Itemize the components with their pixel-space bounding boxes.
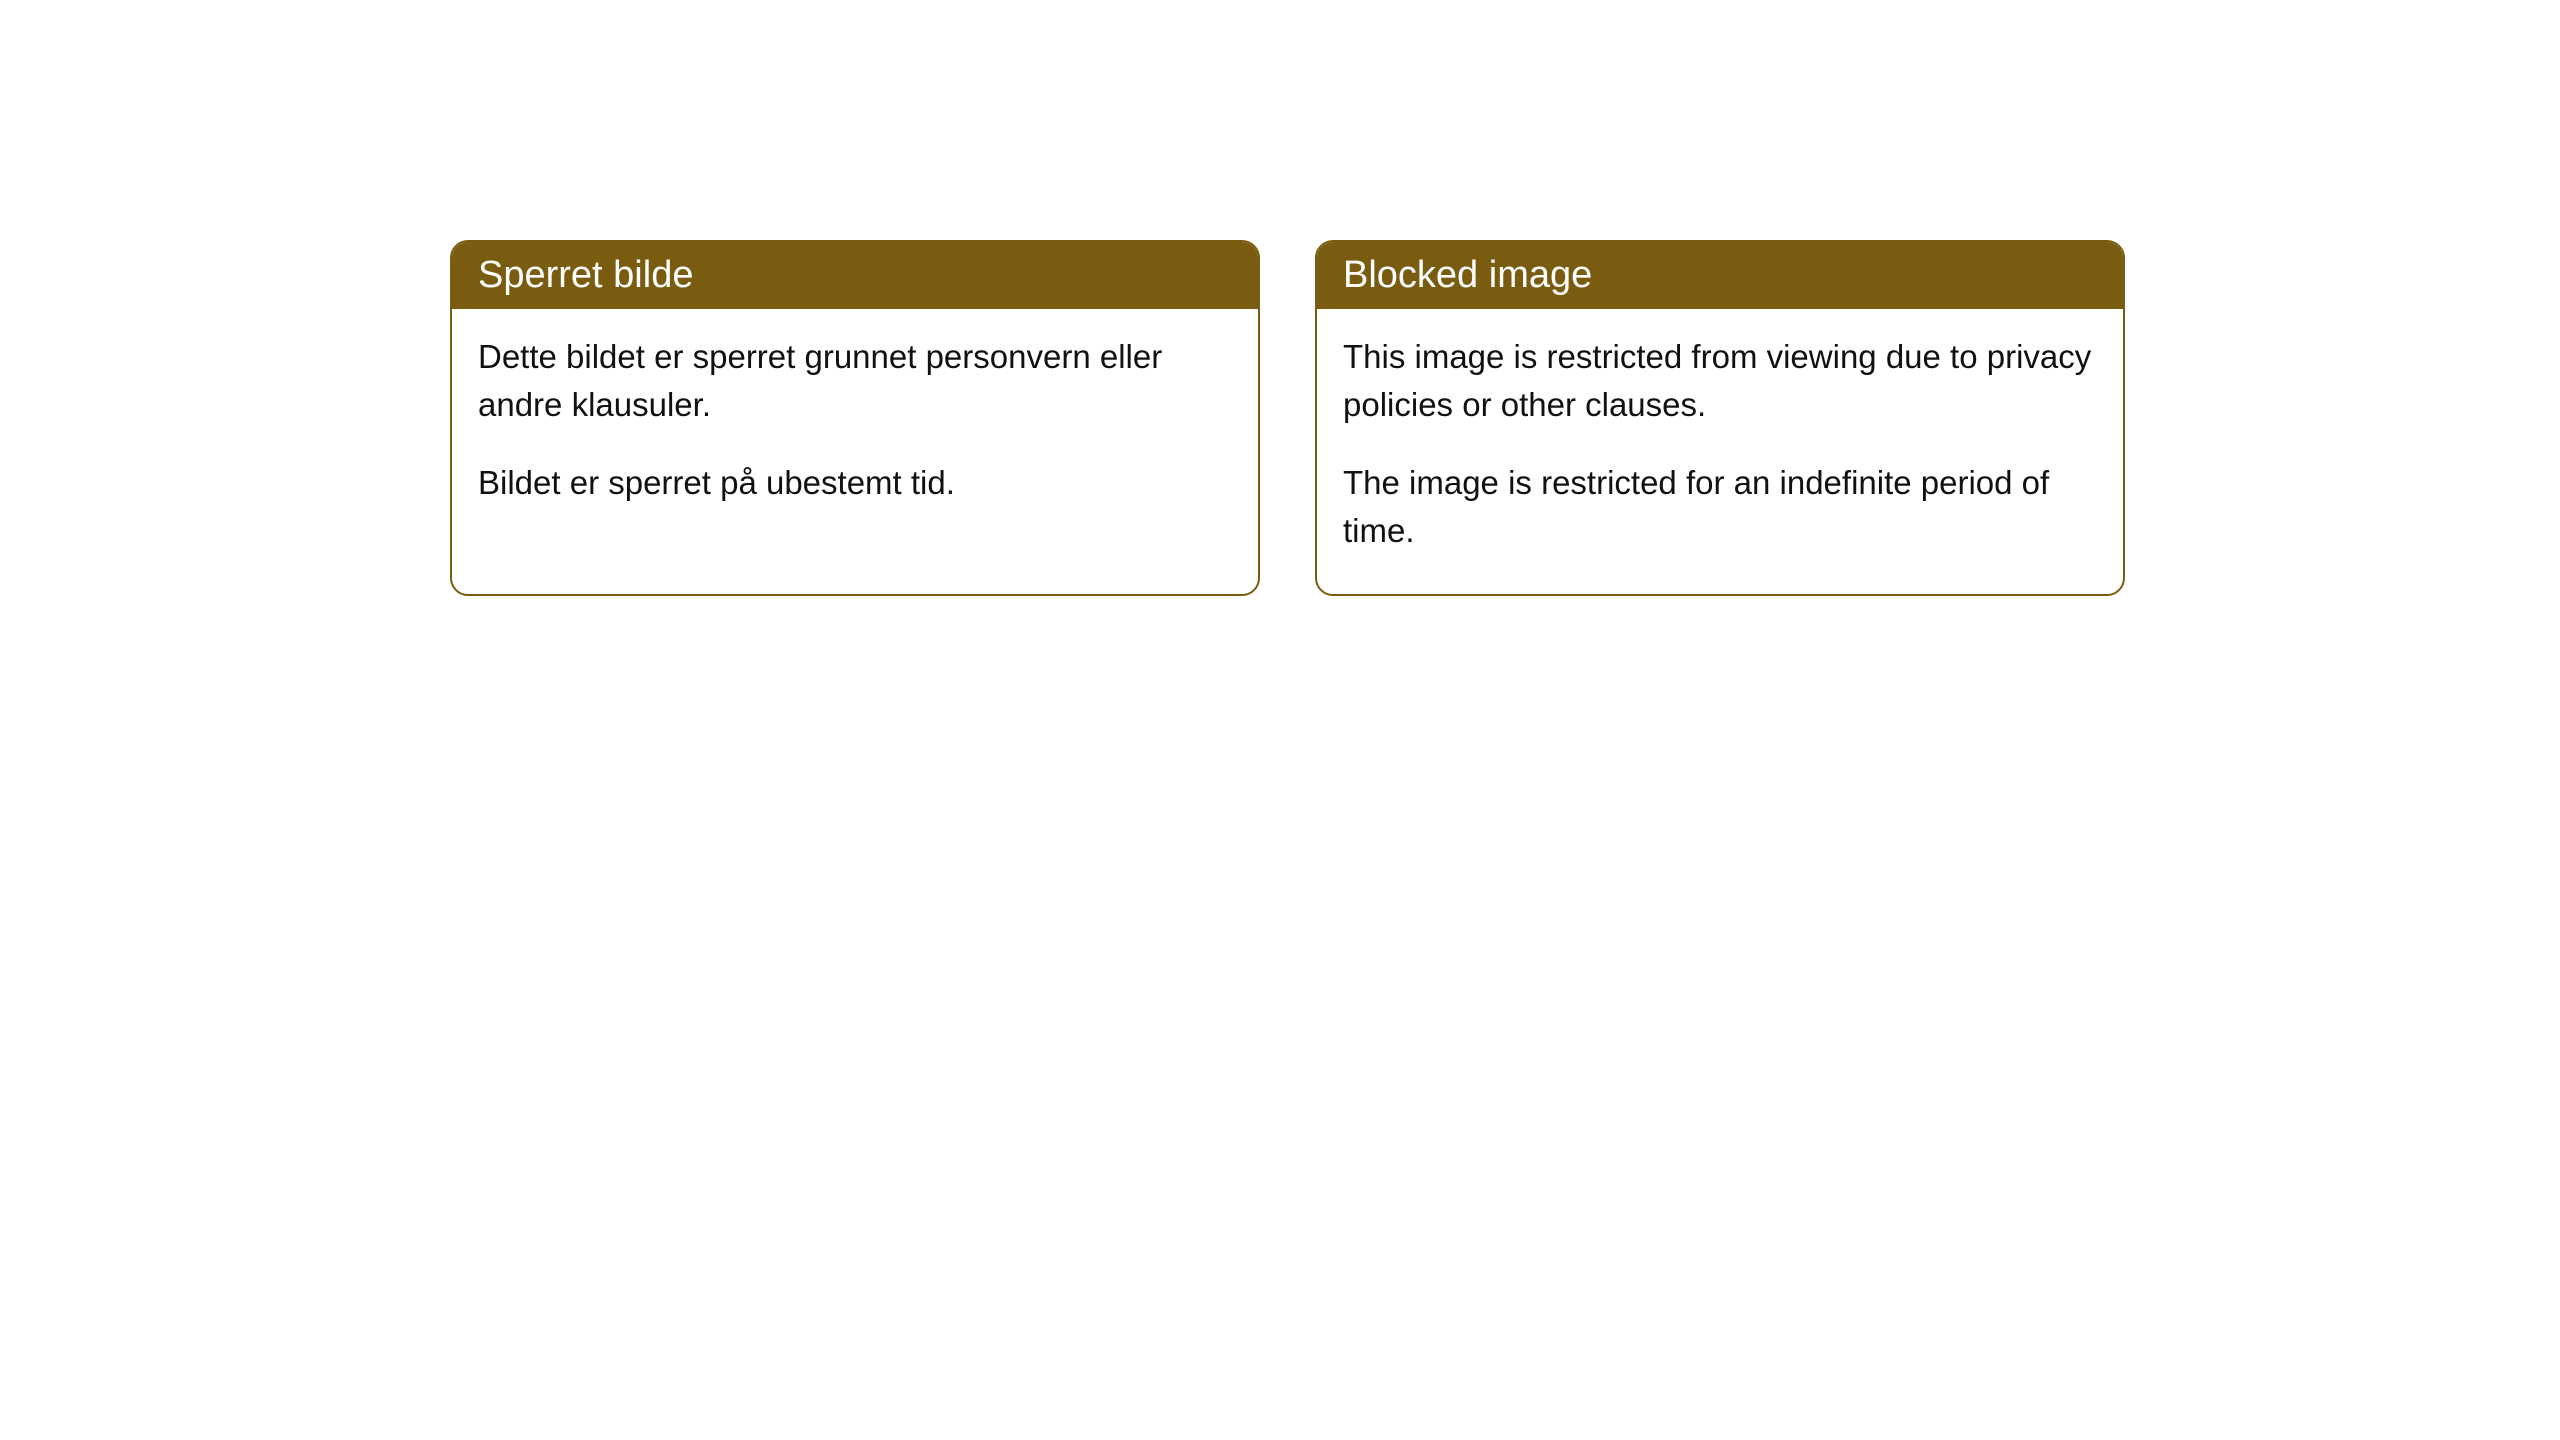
card-paragraph: Dette bildet er sperret grunnet personve… — [478, 333, 1232, 429]
card-body-english: This image is restricted from viewing du… — [1317, 309, 2123, 594]
notice-cards-container: Sperret bilde Dette bildet er sperret gr… — [450, 240, 2125, 596]
card-paragraph: This image is restricted from viewing du… — [1343, 333, 2097, 429]
card-title-norwegian: Sperret bilde — [452, 242, 1258, 309]
card-paragraph: The image is restricted for an indefinit… — [1343, 459, 2097, 555]
notice-card-english: Blocked image This image is restricted f… — [1315, 240, 2125, 596]
card-body-norwegian: Dette bildet er sperret grunnet personve… — [452, 309, 1258, 547]
notice-card-norwegian: Sperret bilde Dette bildet er sperret gr… — [450, 240, 1260, 596]
card-paragraph: Bildet er sperret på ubestemt tid. — [478, 459, 1232, 507]
card-title-english: Blocked image — [1317, 242, 2123, 309]
